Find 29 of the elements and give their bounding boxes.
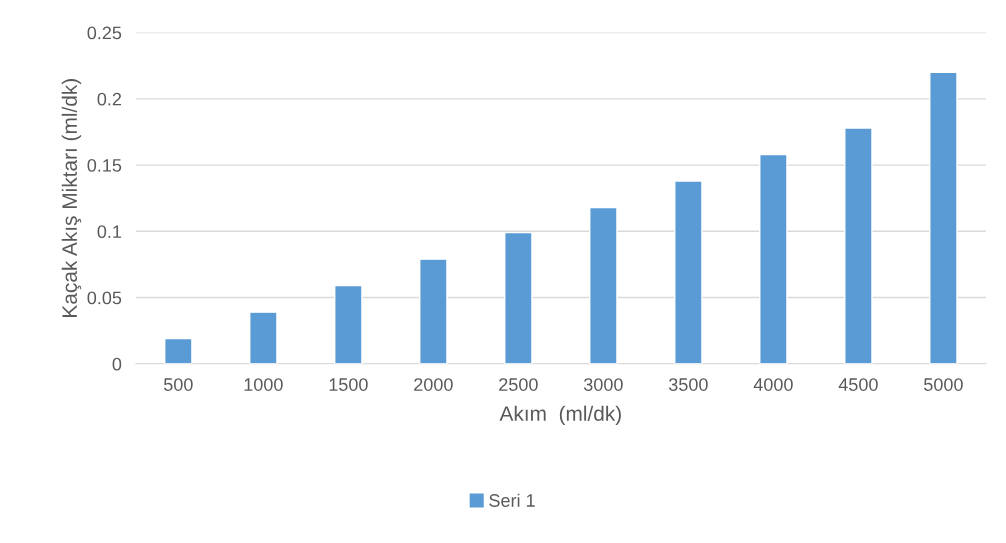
x-tick-label: 3000 — [583, 378, 623, 391]
bar — [759, 153, 788, 364]
x-tick-label: 1000 — [244, 378, 283, 391]
x-axis-title: Akım (ml/dk) — [499, 405, 621, 426]
bar — [164, 337, 193, 364]
y-tick-label: 0.05 — [87, 291, 122, 305]
y-tick-label: 0 — [112, 357, 122, 371]
y-tick-label: 0.1 — [97, 225, 122, 239]
bar — [589, 206, 618, 364]
x-tick-label: 2500 — [499, 378, 538, 391]
y-tick-label: 0.2 — [97, 92, 122, 106]
legend-label: Seri 1 — [489, 493, 535, 507]
bar — [674, 180, 703, 364]
x-tick-label: 1500 — [329, 378, 368, 391]
x-tick-label: 500 — [163, 378, 193, 391]
bar — [419, 258, 448, 364]
bar — [334, 284, 363, 364]
x-tick-label: 5000 — [924, 378, 963, 391]
x-tick-label: 4500 — [838, 378, 878, 391]
y-tick-label: 0.15 — [87, 159, 122, 172]
x-tick-label: 3500 — [668, 378, 708, 391]
y-tick-label: 0.25 — [87, 26, 122, 40]
x-tick-label: 4000 — [753, 378, 793, 391]
bar — [844, 127, 873, 364]
bar — [249, 311, 278, 364]
y-axis-title: Kaçak Akış Miktarı (ml/dk) — [61, 79, 82, 317]
bar — [504, 231, 533, 364]
x-tick-label: 2000 — [414, 378, 453, 391]
bar — [929, 71, 958, 364]
